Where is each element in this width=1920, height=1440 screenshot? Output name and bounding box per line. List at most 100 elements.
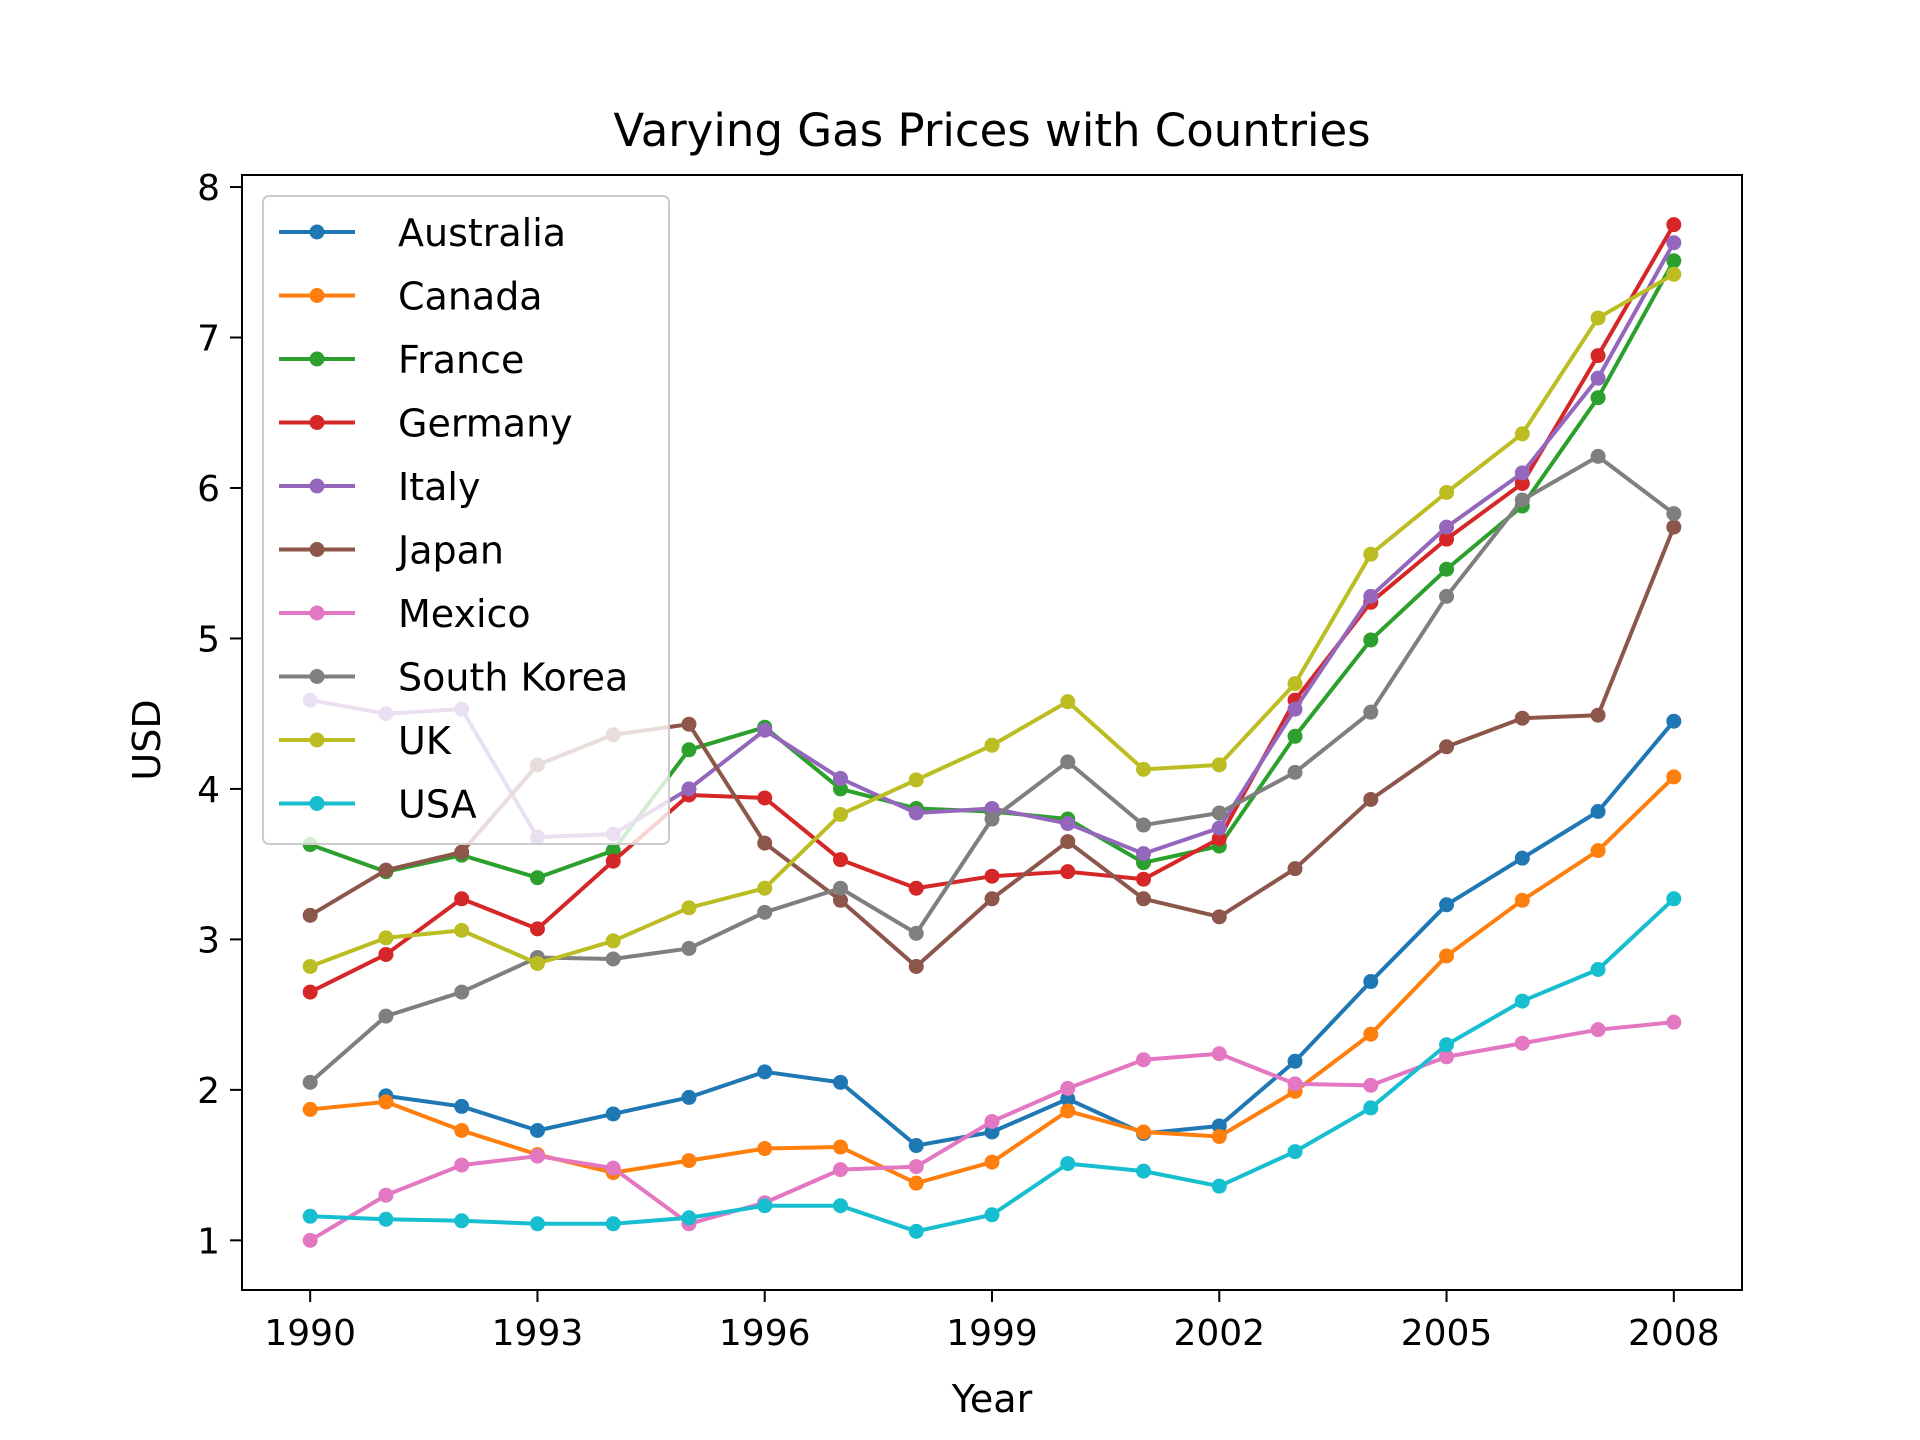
data-point-canada	[1136, 1124, 1152, 1140]
data-point-australia	[832, 1074, 848, 1090]
data-point-usa	[984, 1207, 1000, 1223]
data-point-mexico	[1211, 1046, 1227, 1062]
data-point-uk	[1211, 757, 1227, 773]
data-point-mexico	[1287, 1076, 1303, 1092]
data-point-australia	[681, 1089, 697, 1105]
data-point-australia	[1363, 974, 1379, 990]
data-point-italy	[1514, 465, 1530, 481]
data-point-usa	[757, 1198, 773, 1214]
data-point-germany	[454, 891, 470, 907]
data-point-south-korea	[1211, 805, 1227, 821]
legend-label-uk: UK	[398, 719, 452, 763]
legend-marker-germany	[309, 415, 325, 430]
data-point-japan	[302, 907, 318, 923]
data-point-australia	[757, 1064, 773, 1080]
data-point-japan	[1211, 909, 1227, 925]
data-point-uk	[302, 958, 318, 974]
data-point-usa	[1060, 1156, 1076, 1172]
data-point-japan	[908, 958, 924, 974]
legend-marker-uk	[309, 732, 325, 748]
data-point-germany	[984, 868, 1000, 884]
data-point-canada	[832, 1139, 848, 1155]
data-point-mexico	[529, 1148, 545, 1164]
data-point-australia	[454, 1098, 470, 1114]
data-point-mexico	[1060, 1080, 1076, 1096]
data-point-japan	[681, 716, 697, 732]
data-point-uk	[984, 737, 1000, 753]
legend-label-australia: Australia	[398, 211, 566, 255]
y-tick-label: 6	[197, 469, 220, 510]
data-point-south-korea	[681, 940, 697, 956]
data-point-canada	[1363, 1026, 1379, 1042]
data-point-france	[529, 870, 545, 886]
data-point-germany	[1439, 531, 1455, 547]
data-point-germany	[908, 880, 924, 896]
legend-marker-mexico	[309, 605, 325, 621]
data-point-usa	[302, 1208, 318, 1224]
x-tick-label: 1990	[264, 1313, 356, 1354]
data-point-italy	[1287, 701, 1303, 717]
data-point-usa	[1211, 1178, 1227, 1194]
data-point-italy	[908, 805, 924, 821]
legend-label-france: France	[398, 338, 524, 382]
data-point-germany	[529, 921, 545, 937]
series-usa	[302, 891, 1682, 1239]
data-point-canada	[1514, 892, 1530, 908]
data-point-canada	[757, 1141, 773, 1157]
data-point-uk	[832, 807, 848, 823]
data-point-usa	[529, 1216, 545, 1232]
data-point-mexico	[984, 1113, 1000, 1129]
series-japan	[302, 519, 1682, 974]
data-point-australia	[1590, 803, 1606, 819]
data-point-usa	[1666, 891, 1682, 907]
data-point-france	[832, 781, 848, 797]
data-point-australia	[1666, 713, 1682, 729]
data-point-france	[1439, 561, 1455, 577]
data-point-italy	[1136, 846, 1152, 862]
data-point-italy	[984, 800, 1000, 816]
y-tick-label: 7	[197, 319, 220, 360]
data-point-south-korea	[454, 984, 470, 1000]
data-point-germany	[1590, 348, 1606, 364]
y-tick-label: 1	[197, 1221, 220, 1262]
legend-label-canada: Canada	[398, 275, 543, 319]
data-point-australia	[1439, 897, 1455, 913]
data-point-japan	[1590, 707, 1606, 723]
data-point-south-korea	[605, 951, 621, 967]
chart-title: Varying Gas Prices with Countries	[613, 104, 1370, 157]
data-point-uk	[1363, 546, 1379, 562]
data-point-australia	[1211, 1118, 1227, 1134]
x-tick-label: 2008	[1628, 1313, 1720, 1354]
data-point-germany	[605, 853, 621, 869]
data-point-france	[605, 843, 621, 859]
data-point-south-korea	[832, 880, 848, 896]
y-tick-label: 5	[197, 619, 220, 660]
data-point-canada	[681, 1153, 697, 1169]
data-point-uk	[378, 930, 394, 946]
legend-marker-south-korea	[309, 669, 325, 684]
data-point-south-korea	[1514, 492, 1530, 508]
data-point-japan	[984, 891, 1000, 907]
data-point-uk	[605, 933, 621, 949]
data-point-australia	[1060, 1091, 1076, 1107]
data-point-uk	[908, 772, 924, 788]
data-point-canada	[1666, 769, 1682, 785]
data-point-uk	[681, 900, 697, 916]
data-point-usa	[1363, 1100, 1379, 1116]
data-point-usa	[1287, 1144, 1303, 1160]
data-point-south-korea	[1666, 506, 1682, 522]
series-line-australia	[385, 719, 1676, 1148]
legend-label-italy: Italy	[398, 465, 480, 509]
data-point-uk	[1060, 694, 1076, 710]
series-germany	[302, 217, 1682, 1000]
data-point-italy	[681, 781, 697, 797]
data-point-france	[1590, 390, 1606, 406]
data-point-mexico	[908, 1159, 924, 1175]
legend-marker-france	[309, 351, 325, 367]
data-point-japan	[1514, 710, 1530, 726]
series-mexico	[302, 1014, 1682, 1248]
data-point-south-korea	[908, 925, 924, 941]
data-point-italy	[1363, 588, 1379, 604]
data-point-uk	[1514, 426, 1530, 442]
